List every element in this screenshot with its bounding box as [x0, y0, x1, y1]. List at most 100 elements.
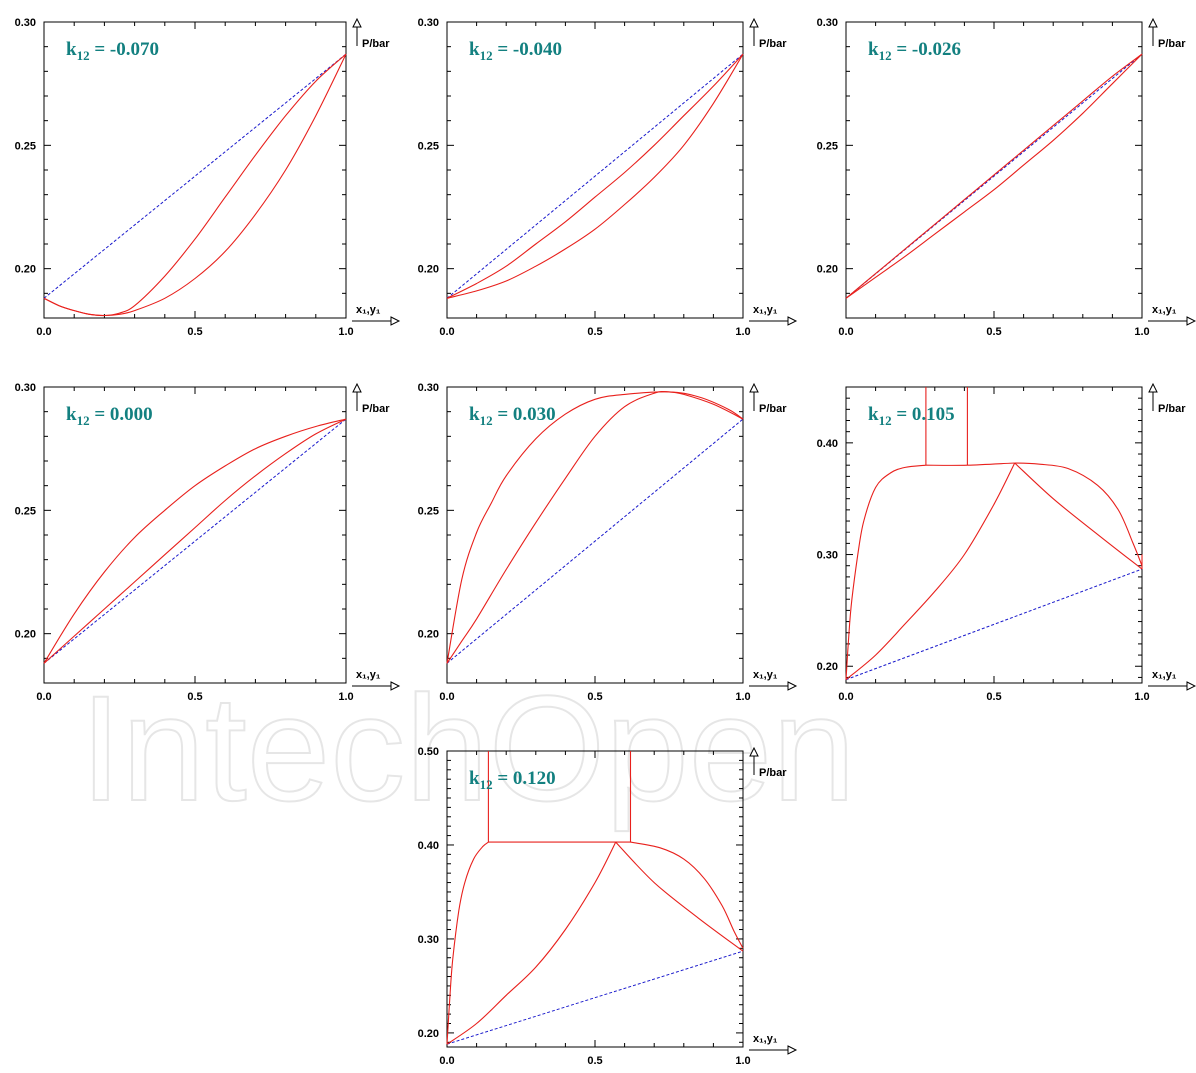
curve-series-7: [615, 841, 744, 952]
y-tick-label: 0.20: [817, 661, 838, 673]
plot-frame: [845, 21, 1143, 319]
y-axis-arrow-head: [749, 382, 759, 393]
x-axis-label: x₁,y₁: [356, 669, 381, 681]
x-tick-label: 0.0: [36, 326, 51, 338]
y-tick-label: 0.30: [418, 934, 439, 946]
y-tick-label: 0.50: [418, 746, 439, 758]
x-axis-arrow-head: [1186, 316, 1196, 326]
curve-series-1: [446, 841, 489, 1045]
x-tick-label: 0.0: [439, 326, 454, 338]
x-tick-label: 0.5: [986, 691, 1001, 703]
ideal-line: [446, 950, 744, 1045]
x-tick-label: 1.0: [338, 326, 353, 338]
y-axis-label: P/bar: [759, 767, 787, 779]
plot-frame: [446, 386, 744, 684]
curve-series-3: [925, 462, 1015, 466]
k12-label: k12 = -0.026: [868, 39, 961, 63]
chart-panel-1: 0.0 0.5 1.0 0.20 0.25 0.30 P/bar x₁,y₁ k12 = -0.…: [15, 17, 401, 338]
y-axis-arrow-head: [352, 382, 362, 393]
plot-frame: [446, 21, 744, 319]
y-tick-label: 0.30: [418, 382, 439, 394]
x-tick-label: 0.0: [439, 691, 454, 703]
y-tick-label: 0.20: [15, 264, 36, 276]
curve-series-7: [1014, 462, 1143, 570]
curve-series-1: [845, 464, 926, 680]
y-tick-label: 0.30: [817, 17, 838, 29]
x-axis-label: x₁,y₁: [753, 669, 778, 681]
y-tick-label: 0.25: [418, 505, 439, 517]
k12-label: k12 = -0.040: [469, 39, 562, 63]
y-axis-label: P/bar: [1158, 403, 1186, 415]
y-tick-label: 0.30: [15, 17, 36, 29]
chart-panel-5: 0.0 0.5 1.0 0.20 0.25 0.30 P/bar x₁,y₁ k12 = 0.0…: [418, 382, 798, 703]
chart-panel-4: 0.0 0.5 1.0 0.20 0.25 0.30 P/bar x₁,y₁ k12 = 0.0…: [15, 382, 401, 703]
x-tick-label: 0.0: [36, 691, 51, 703]
ideal-line: [446, 53, 744, 299]
y-tick-label: 0.20: [15, 629, 36, 641]
x-tick-label: 0.0: [439, 1055, 454, 1067]
x-axis-arrow-head: [390, 681, 401, 691]
x-tick-label: 0.5: [587, 691, 602, 703]
ideal-line: [43, 418, 347, 664]
x-tick-label: 0.0: [838, 326, 853, 338]
x-axis-label: x₁,y₁: [1152, 304, 1177, 316]
y-axis-label: P/bar: [362, 38, 390, 50]
x-axis-label: x₁,y₁: [1152, 669, 1177, 681]
chart-panel-2: 0.0 0.5 1.0 0.20 0.25 0.30 P/bar x₁,y₁ k12 = -0.…: [418, 17, 798, 338]
x-axis-arrow-head: [1186, 681, 1196, 691]
x-tick-label: 0.5: [986, 326, 1001, 338]
x-axis-label: x₁,y₁: [356, 304, 381, 316]
curve-series-6: [1014, 462, 1143, 566]
y-tick-label: 0.20: [418, 629, 439, 641]
x-axis-arrow-head: [787, 681, 798, 691]
chart-panels: 0.0 0.5 1.0 0.20 0.25 0.30 P/bar x₁,y₁ k12 = -0.…: [15, 17, 1196, 1067]
k12-label: k12 = -0.070: [66, 39, 159, 63]
x-tick-label: 1.0: [735, 691, 750, 703]
curve-series-6: [630, 841, 744, 949]
curve-series-2: [446, 391, 744, 664]
y-axis-arrow-head: [749, 746, 759, 757]
curve-series-2: [446, 841, 617, 1045]
x-axis-arrow-head: [787, 316, 798, 326]
chart-panel-7: 0.0 0.5 1.0 0.20 0.30 0.40 0.50 P/bar x₁,y₁ k12 =…: [418, 746, 798, 1067]
y-axis-arrow-head: [1148, 382, 1158, 393]
y-tick-label: 0.25: [418, 140, 439, 152]
y-tick-label: 0.25: [817, 140, 838, 152]
y-tick-label: 0.30: [15, 382, 36, 394]
y-tick-label: 0.30: [817, 550, 838, 562]
curve-series-2: [845, 462, 1016, 681]
x-tick-label: 0.5: [587, 1055, 602, 1067]
x-tick-label: 0.5: [187, 326, 202, 338]
k12-label: k12 = 0.000: [66, 404, 153, 428]
curve-series-1: [845, 53, 1143, 299]
y-axis-arrow-head: [1148, 17, 1158, 28]
x-axis-label: x₁,y₁: [753, 1033, 778, 1045]
k12-label: k12 = 0.120: [469, 768, 556, 792]
y-axis-label: P/bar: [362, 403, 390, 415]
x-axis-label: x₁,y₁: [753, 304, 778, 316]
x-tick-label: 1.0: [338, 691, 353, 703]
y-tick-label: 0.30: [418, 17, 439, 29]
curve-series-2: [446, 53, 744, 299]
x-tick-label: 0.5: [187, 691, 202, 703]
y-axis-arrow-head: [749, 17, 759, 28]
plot-frame: [43, 21, 347, 319]
chart-panel-3: 0.0 0.5 1.0 0.20 0.25 0.30 P/bar x₁,y₁ k12 = -0.…: [817, 17, 1196, 338]
x-tick-label: 1.0: [735, 326, 750, 338]
y-tick-label: 0.25: [15, 505, 36, 517]
y-tick-label: 0.20: [418, 264, 439, 276]
x-tick-label: 0.5: [587, 326, 602, 338]
y-tick-label: 0.40: [418, 840, 439, 852]
x-tick-label: 1.0: [1134, 326, 1149, 338]
curve-series-1: [446, 53, 744, 299]
y-tick-label: 0.20: [817, 264, 838, 276]
curve-series-2: [43, 53, 347, 317]
x-tick-label: 0.0: [838, 691, 853, 703]
curve-series-1: [43, 53, 347, 317]
x-tick-label: 1.0: [735, 1055, 750, 1067]
y-axis-label: P/bar: [1158, 38, 1186, 50]
y-tick-label: 0.40: [817, 438, 838, 450]
x-axis-arrow-head: [390, 316, 401, 326]
k12-label: k12 = 0.030: [469, 404, 556, 428]
